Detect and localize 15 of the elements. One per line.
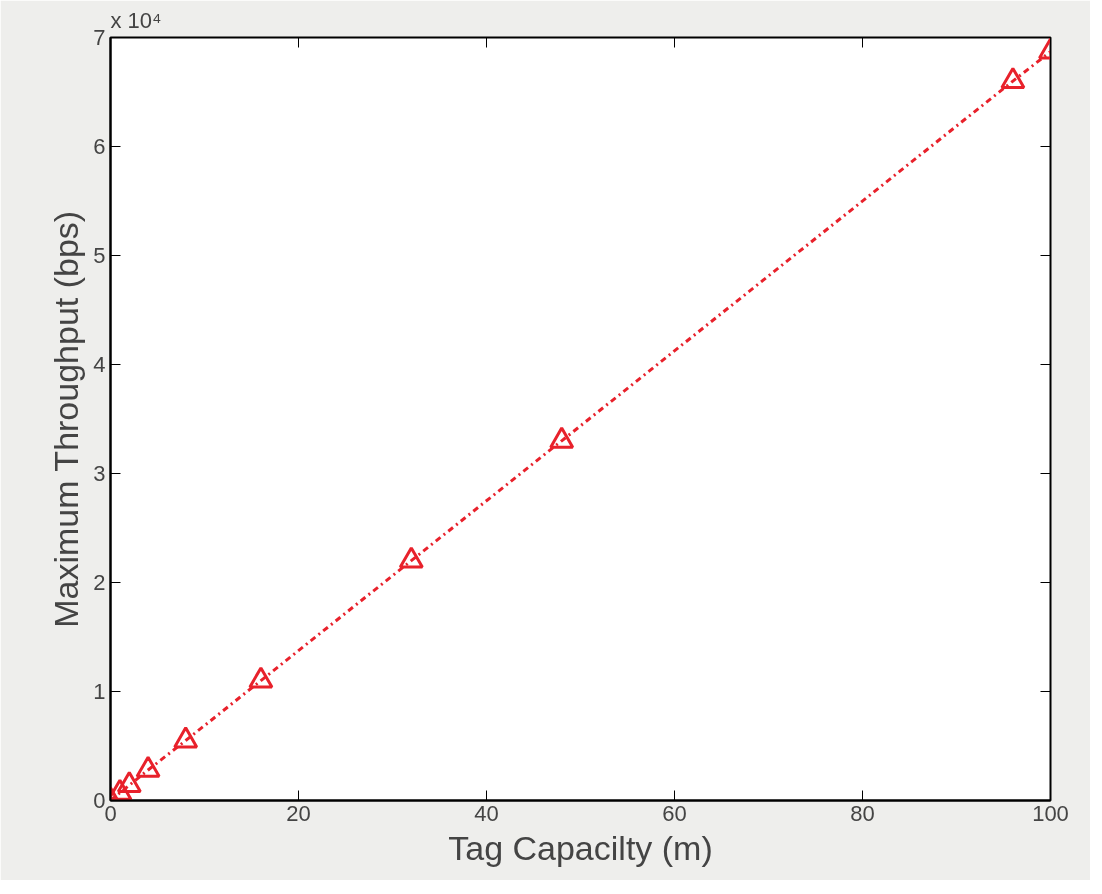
y-tick-label: 2 [93, 570, 106, 595]
y-tick-label: 1 [93, 679, 106, 704]
y-tick-label: 4 [93, 352, 106, 377]
x-axis-title: Tag Capacilty (m) [448, 828, 713, 867]
y-tick-label: 5 [93, 243, 106, 268]
x-tick-label: 40 [474, 800, 499, 826]
y-tick-label: 3 [93, 461, 106, 486]
text: x 10⁴ [110, 7, 162, 33]
y-axis-title: Maximum Throughput (bps) [47, 210, 86, 628]
x-tick-label: 80 [850, 800, 875, 826]
x-tick-label: 60 [662, 800, 687, 826]
x-tick-label: 100 [1032, 800, 1069, 826]
y-tick-label: 6 [93, 134, 106, 159]
y-tick-label: 7 [93, 25, 106, 50]
x-tick-label: 20 [286, 800, 311, 826]
